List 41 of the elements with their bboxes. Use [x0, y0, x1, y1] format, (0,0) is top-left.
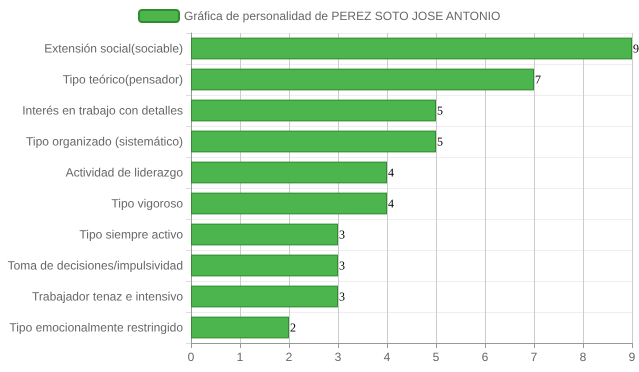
data-label: 3 — [339, 258, 345, 272]
bar — [191, 68, 534, 90]
bar — [191, 38, 632, 60]
bar — [191, 162, 387, 184]
x-tick-label: 4 — [384, 350, 391, 364]
y-tick-label: Trabajador tenaz e intensivo — [32, 290, 184, 304]
bar — [191, 286, 338, 308]
x-tick-label: 5 — [432, 350, 440, 364]
x-tick-label: 0 — [188, 350, 195, 364]
x-tick-label: 6 — [482, 350, 489, 364]
data-label: 7 — [535, 72, 541, 86]
y-tick-label: Tipo siempre activo — [79, 228, 184, 242]
y-tick-label: Tipo organizado (sistemático) — [26, 134, 183, 148]
bar — [191, 192, 387, 214]
x-tick-label: 1 — [236, 350, 244, 364]
data-label: 4 — [388, 196, 394, 210]
y-tick-label: Extensión social(sociable) — [44, 42, 183, 56]
legend-label: Gráfica de personalidad de PEREZ SOTO JOSE ANTONIO — [184, 9, 500, 23]
data-label: 3 — [339, 290, 345, 304]
y-tick-label: Toma de decisiones/impulsividad — [8, 258, 183, 272]
x-tick-label: 2 — [286, 350, 293, 364]
x-tick-label: 7 — [530, 350, 538, 364]
data-label: 5 — [437, 134, 443, 148]
data-label: 5 — [437, 104, 443, 118]
bar — [191, 316, 289, 338]
y-tick-label: Tipo teórico(pensador) — [62, 72, 184, 86]
y-tick-label: Actividad de liderazgo — [66, 166, 184, 180]
y-tick-label: Interés en trabajo con detalles — [22, 104, 183, 118]
data-label: 3 — [339, 228, 345, 242]
y-tick-label: Tipo vigoroso — [111, 196, 184, 210]
x-tick-label: 3 — [334, 350, 342, 364]
data-label: 9 — [633, 42, 639, 56]
y-tick-label: Tipo emocionalmente restringido — [9, 320, 184, 334]
x-tick-label: 8 — [580, 350, 587, 364]
bar — [191, 100, 436, 122]
bar — [191, 224, 338, 246]
x-tick-label: 9 — [628, 350, 636, 364]
data-label: 4 — [388, 166, 394, 180]
data-label: 2 — [290, 320, 296, 334]
bar — [191, 130, 436, 152]
bar — [191, 254, 338, 276]
